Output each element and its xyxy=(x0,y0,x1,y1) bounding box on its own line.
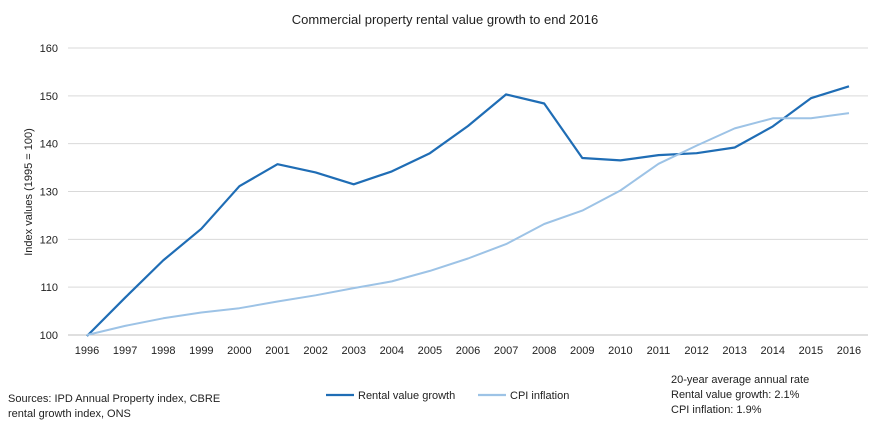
sources-line-1: Sources: IPD Annual Property index, CBRE xyxy=(8,393,220,405)
x-tick-2002: 2002 xyxy=(303,345,327,357)
x-tick-1996: 1996 xyxy=(75,345,99,357)
x-tick-2016: 2016 xyxy=(837,345,861,357)
average-rate-note: 20-year average annual rate Rental value… xyxy=(671,374,809,416)
y-tick-130: 130 xyxy=(40,187,58,199)
y-tick-140: 140 xyxy=(40,139,58,151)
x-tick-2009: 2009 xyxy=(570,345,594,357)
y-tick-110: 110 xyxy=(40,282,58,294)
x-tick-2015: 2015 xyxy=(799,345,823,357)
x-tick-2011: 2011 xyxy=(647,345,671,357)
x-tick-2003: 2003 xyxy=(341,345,365,357)
x-tick-2010: 2010 xyxy=(608,345,632,357)
x-tick-labels: 1996 1997 1998 1999 2000 2001 2002 2003 2004 2005… xyxy=(75,345,861,357)
x-tick-2008: 2008 xyxy=(532,345,556,357)
x-tick-1998: 1998 xyxy=(151,345,175,357)
sources-line-2: rental growth index, ONS xyxy=(8,408,131,420)
y-tick-160: 160 xyxy=(40,43,58,55)
x-tick-2005: 2005 xyxy=(418,345,442,357)
note-line-1: 20-year average annual rate xyxy=(671,374,809,386)
series-line-rental-value-growth xyxy=(86,85,850,337)
legend-label-cpi: CPI inflation xyxy=(510,390,569,402)
gridlines xyxy=(68,47,868,336)
x-tick-2012: 2012 xyxy=(684,345,708,357)
x-tick-1997: 1997 xyxy=(113,345,137,357)
x-tick-1999: 1999 xyxy=(189,345,213,357)
series-lines xyxy=(86,85,850,337)
legend: Rental value growth CPI inflation xyxy=(326,390,569,402)
x-tick-2006: 2006 xyxy=(456,345,480,357)
x-tick-2001: 2001 xyxy=(265,345,289,357)
y-tick-100: 100 xyxy=(40,330,58,342)
x-tick-2004: 2004 xyxy=(380,345,404,357)
chart-title: Commercial property rental value growth … xyxy=(292,12,598,27)
note-line-2: Rental value growth: 2.1% xyxy=(671,389,800,401)
note-line-3: CPI inflation: 1.9% xyxy=(671,404,762,416)
x-tick-2007: 2007 xyxy=(494,345,518,357)
y-tick-150: 150 xyxy=(40,91,58,103)
y-tick-120: 120 xyxy=(40,234,58,246)
x-tick-2013: 2013 xyxy=(722,345,746,357)
x-tick-2000: 2000 xyxy=(227,345,251,357)
legend-label-rental: Rental value growth xyxy=(358,390,455,402)
sources: Sources: IPD Annual Property index, CBRE… xyxy=(8,393,220,420)
x-tick-2014: 2014 xyxy=(761,345,785,357)
y-axis-label: Index values (1995 = 100) xyxy=(23,128,35,256)
y-tick-labels: 100 110 120 130 140 150 160 xyxy=(40,43,58,342)
series-line-cpi-inflation xyxy=(86,112,850,336)
